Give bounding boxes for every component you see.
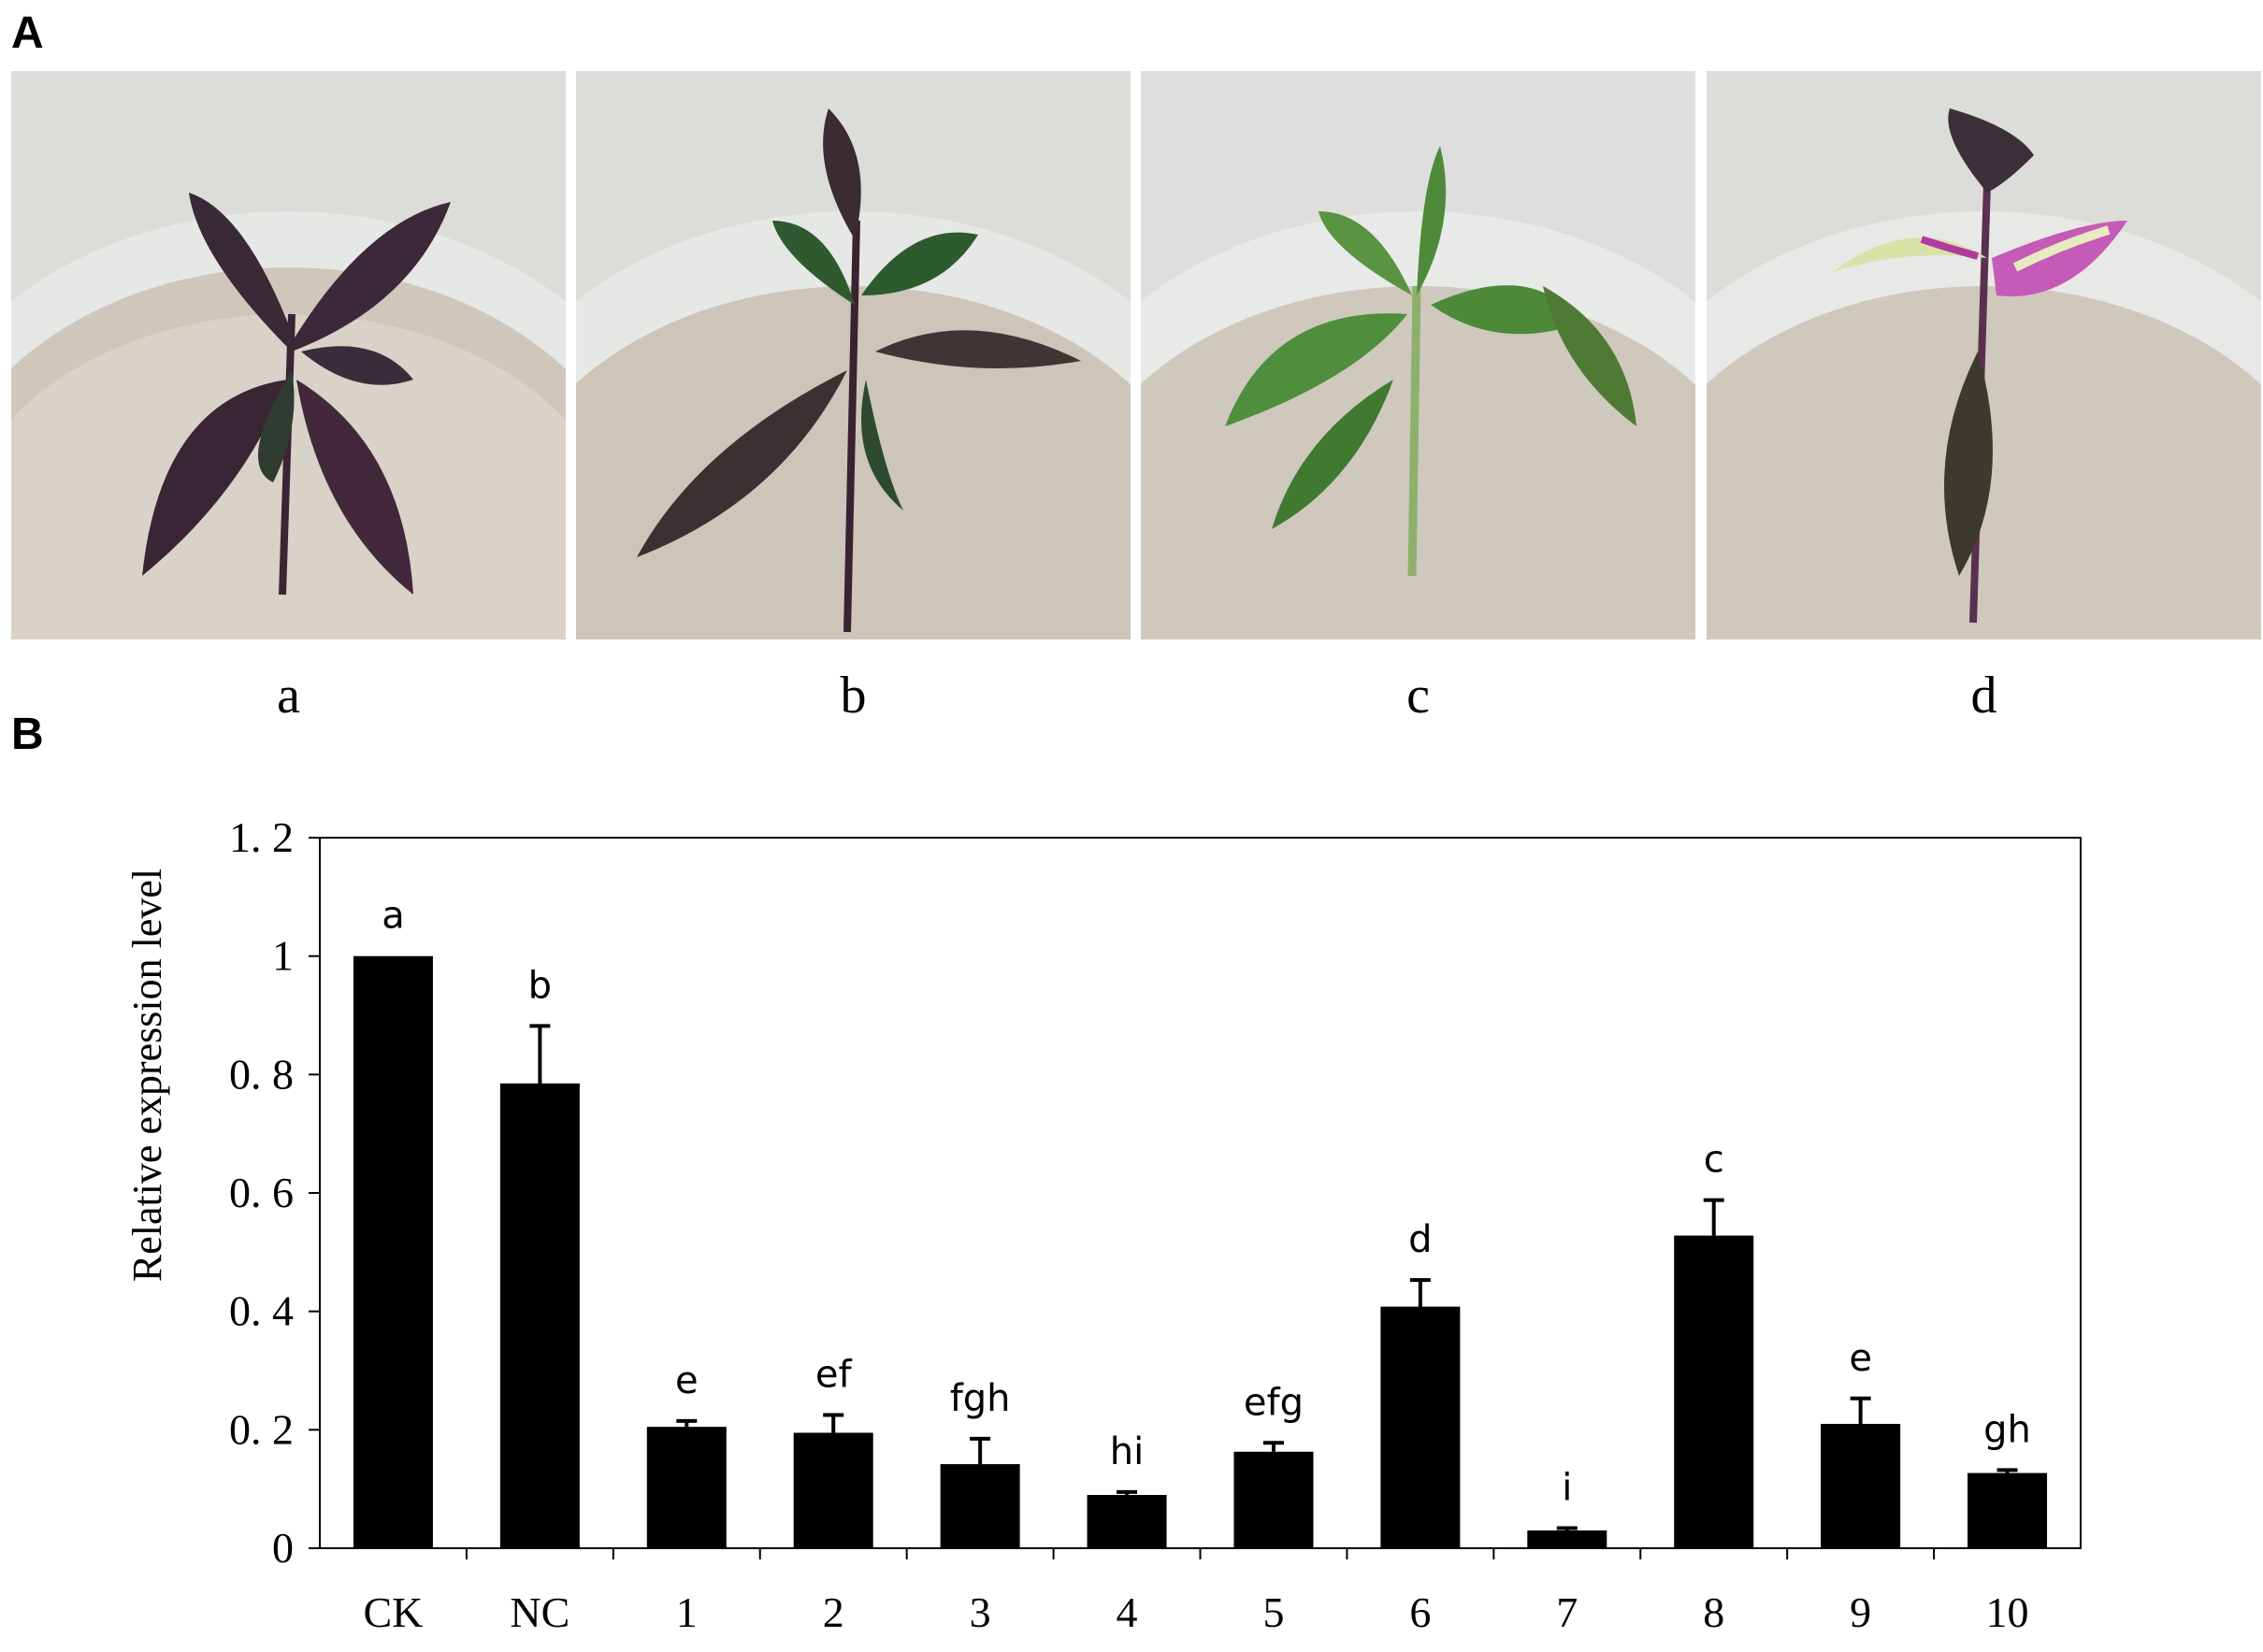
bar-8 <box>1674 1235 1754 1548</box>
y-tick-label: 0. 8 <box>229 1050 294 1098</box>
significance-label: d <box>1408 1218 1432 1261</box>
bar-NC <box>499 1083 580 1548</box>
y-axis: 0 0. 2 0. 4 0. 6 0. 8 1 1. 2 <box>229 813 320 1572</box>
bar-10 <box>1968 1472 2048 1548</box>
x-tick-label: 4 <box>1117 1588 1138 1636</box>
significance-label: b <box>528 964 552 1007</box>
photo-d-label: d <box>1970 667 1997 725</box>
photo-b-label: b <box>840 667 867 725</box>
bar-1 <box>646 1427 727 1548</box>
x-tick-label: 7 <box>1556 1588 1578 1636</box>
x-tick-label: 8 <box>1703 1588 1724 1636</box>
plot-frame <box>319 837 2082 1549</box>
significance-label: e <box>1849 1337 1872 1380</box>
x-tick-label: 2 <box>823 1588 844 1636</box>
significance-label: c <box>1704 1139 1724 1182</box>
y-tick-label: 0 <box>272 1524 294 1572</box>
photo-b <box>576 71 1131 639</box>
x-tick-label: 10 <box>1986 1588 2029 1636</box>
x-tick-label: 1 <box>676 1588 698 1636</box>
significance-label: hi <box>1110 1430 1144 1473</box>
bar-7 <box>1527 1530 1607 1548</box>
x-tick-label: NC <box>510 1588 569 1636</box>
significance-label: efg <box>1244 1381 1304 1424</box>
x-tick-label: 3 <box>970 1588 991 1636</box>
panel-a-letter: A <box>11 8 44 58</box>
bar-9 <box>1821 1424 1901 1548</box>
panel-b-letter: B <box>11 710 44 759</box>
photo-a-label: a <box>277 667 300 725</box>
x-axis: CK NC 1 2 3 4 5 6 7 8 9 10 <box>364 1548 2029 1636</box>
photo-c-label: c <box>1406 667 1430 725</box>
bar-CK <box>353 955 433 1548</box>
photo-a <box>11 71 566 639</box>
significance-label: e <box>675 1359 699 1402</box>
significance-label: i <box>1562 1466 1572 1509</box>
y-tick-label: 0. 6 <box>229 1169 294 1216</box>
bar-4 <box>1087 1495 1167 1548</box>
y-tick-label: 0. 4 <box>229 1287 294 1335</box>
photo-c <box>1141 71 1695 639</box>
x-tick-label: 9 <box>1850 1588 1871 1636</box>
bar-5 <box>1233 1451 1314 1548</box>
y-tick-label: 1 <box>272 932 294 980</box>
y-tick-label: 0. 2 <box>229 1405 294 1453</box>
x-tick-label: 6 <box>1409 1588 1431 1636</box>
significance-label: a <box>382 895 405 938</box>
x-tick-label: CK <box>364 1588 424 1636</box>
bars: a b e ef fgh hi efg d i c e gh <box>353 895 2048 1548</box>
significance-label: fgh <box>950 1377 1011 1420</box>
significance-label: ef <box>815 1354 853 1397</box>
bar-2 <box>793 1432 873 1548</box>
photo-d <box>1707 71 2261 639</box>
y-tick-label: 1. 2 <box>229 813 294 861</box>
x-tick-label: 5 <box>1262 1588 1284 1636</box>
bar-3 <box>940 1464 1020 1548</box>
y-axis-label: Relative expression level <box>124 869 170 1282</box>
significance-label: gh <box>1983 1408 2031 1451</box>
bar-6 <box>1380 1306 1461 1548</box>
